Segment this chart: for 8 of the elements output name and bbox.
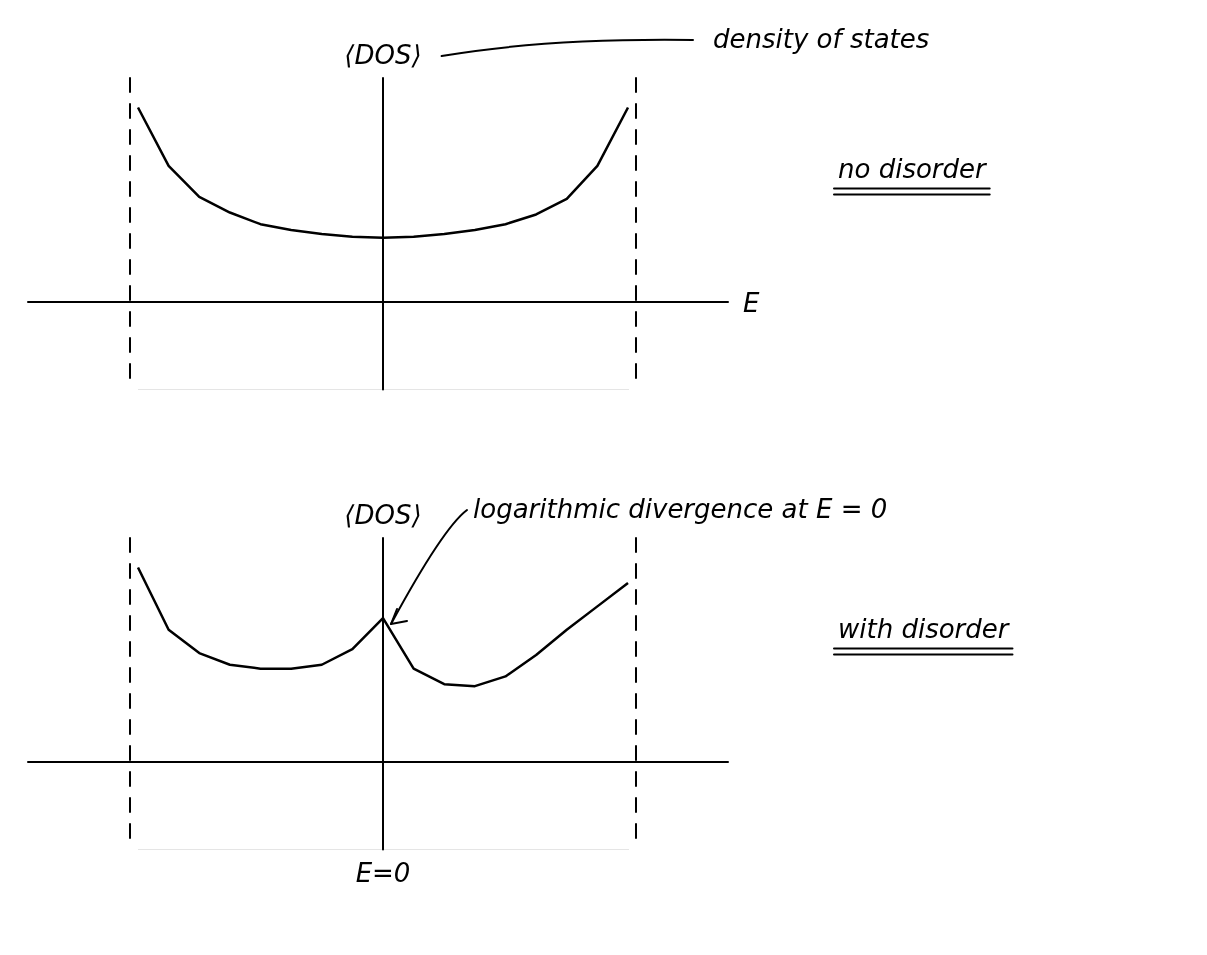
x-axis-title: E — [743, 288, 760, 319]
text: density of states — [713, 24, 930, 54]
text: logarithmic divergence at E = 0 — [473, 494, 888, 524]
text: with disorder — [838, 614, 1011, 645]
text: E=0 — [355, 857, 411, 888]
y-axis-title: ⟨DOS⟩ — [344, 500, 422, 530]
y-axis-title: ⟨DOS⟩ — [344, 40, 422, 70]
text: no disorder — [838, 154, 989, 185]
